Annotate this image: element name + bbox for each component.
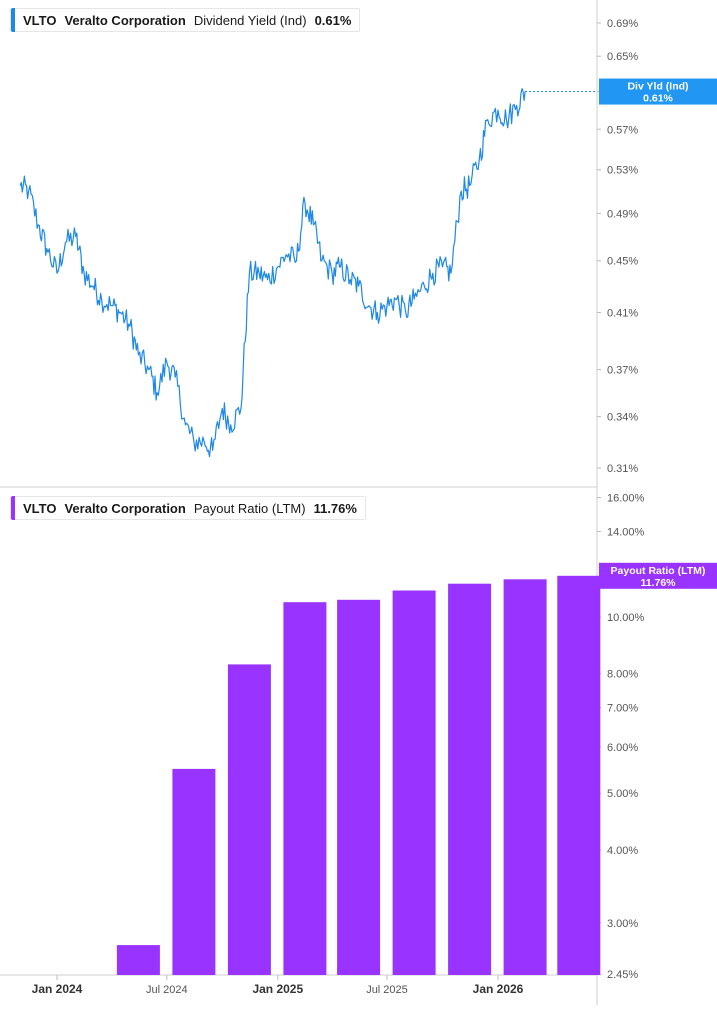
yield-flag-value: 0.61%: [643, 93, 673, 105]
bottom-legend: VLTO Veralto Corporation Payout Ratio (L…: [10, 496, 366, 520]
yield-value-flag: [599, 78, 717, 105]
yield-y-tick-label: 0.69%: [607, 18, 638, 30]
payout-flag-value: 11.76%: [640, 577, 676, 589]
payout-ratio-bar: [448, 583, 492, 975]
bottom-legend-value: 11.76%: [313, 500, 357, 516]
payout-y-tick-label: 4.00%: [607, 845, 638, 857]
payout-ratio-bar: [337, 599, 381, 975]
payout-ratio-bar: [227, 664, 271, 975]
payout-y-tick-label: 2.45%: [607, 969, 638, 981]
yield-y-tick-label: 0.49%: [607, 208, 638, 220]
payout-ratio-bar: [392, 590, 436, 975]
payout-ratio-bar: [116, 945, 160, 975]
x-tick-label: Jul 2024: [146, 984, 188, 996]
dividend-yield-line: [19, 88, 526, 458]
payout-ratio-bar: [172, 768, 216, 975]
yield-y-tick-label: 0.41%: [607, 308, 638, 320]
payout-y-tick-label: 16.00%: [607, 493, 645, 505]
yield-y-tick-label: 0.65%: [607, 51, 638, 63]
top-legend-company: Veralto Corporation: [64, 12, 186, 28]
yield-y-tick-label: 0.53%: [607, 165, 638, 177]
x-tick-label: Jan 2025: [252, 982, 303, 996]
top-legend: VLTO Veralto Corporation Dividend Yield …: [10, 8, 361, 32]
payout-value-flag: [599, 562, 717, 589]
yield-y-tick-label: 0.34%: [607, 412, 638, 424]
payout-y-tick-label: 14.00%: [607, 526, 645, 538]
payout-ratio-bar: [283, 602, 327, 975]
payout-y-tick-label: 8.00%: [607, 669, 638, 681]
bottom-legend-ticker: VLTO: [23, 500, 57, 516]
yield-legend-swatch: [11, 8, 15, 32]
payout-y-tick-label: 6.00%: [607, 742, 638, 754]
bottom-legend-metric: Payout Ratio (LTM): [193, 500, 306, 516]
yield-y-tick-label: 0.45%: [607, 256, 638, 268]
yield-y-tick-label: 0.37%: [607, 365, 638, 377]
x-tick-label: Jul 2025: [366, 984, 408, 996]
yield-flag-label: Div Yld (Ind): [627, 81, 688, 93]
top-legend-metric: Dividend Yield (Ind): [193, 12, 307, 28]
payout-ratio-bar: [557, 575, 601, 975]
payout-flag-label: Payout Ratio (LTM): [611, 565, 706, 577]
payout-y-tick-label: 10.00%: [607, 612, 645, 624]
top-legend-value: 0.61%: [314, 12, 352, 28]
yield-y-tick-label: 0.57%: [607, 124, 638, 136]
x-tick-label: Jan 2024: [32, 982, 83, 996]
x-tick-label: Jan 2026: [473, 982, 524, 996]
yield-y-tick-label: 0.31%: [607, 463, 638, 475]
payout-y-tick-label: 5.00%: [607, 788, 638, 800]
payout-ratio-bar: [503, 579, 547, 975]
bottom-legend-company: Veralto Corporation: [64, 500, 186, 516]
payout-legend-swatch: [11, 496, 15, 520]
payout-y-tick-label: 7.00%: [607, 703, 638, 715]
payout-y-tick-label: 3.00%: [607, 918, 638, 930]
top-legend-ticker: VLTO: [23, 12, 57, 28]
